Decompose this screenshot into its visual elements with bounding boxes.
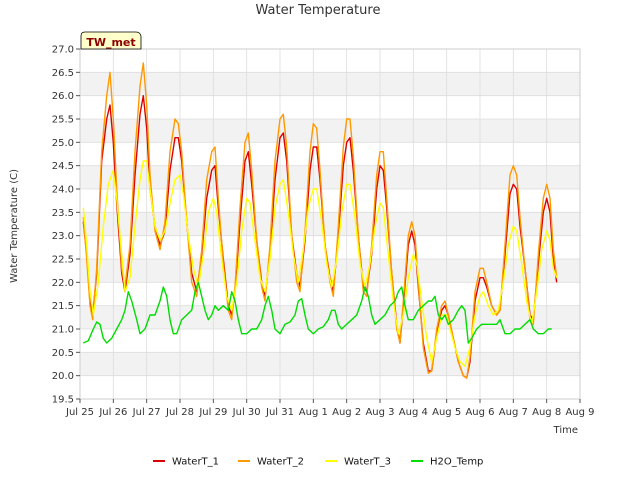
site-badge: TW_met (80, 31, 142, 50)
y-tick-label: 22.0 (52, 278, 74, 289)
grid-band (80, 259, 580, 283)
x-axis-ticks: Jul 25 Jul 26 Jul 27 Jul 28 Jul 29 Jul 30 Jul … (65, 399, 595, 418)
x-tick-label: Jul 29 (198, 407, 227, 418)
y-tick-label: 24.0 (52, 185, 74, 196)
x-tick-label: Jul 26 (98, 407, 127, 418)
series-line-watert-2 (82, 62, 558, 379)
x-tick-label: Aug 1 (299, 407, 328, 418)
y-tick-label: 27.0 (52, 45, 74, 56)
grid-band (80, 305, 580, 329)
legend-label: WaterT_3 (344, 457, 391, 468)
x-tick-label: Aug 3 (365, 407, 394, 418)
x-tick-label: Aug 6 (465, 407, 494, 418)
grid-band (80, 119, 580, 143)
plot-frame (79, 48, 581, 400)
x-axis-label: Time (553, 425, 578, 436)
x-tick-label: Jul 25 (65, 407, 94, 418)
y-tick-label: 24.5 (52, 161, 74, 172)
legend-label: H2O_Temp (430, 457, 483, 468)
badge-label: TW_met (86, 36, 135, 49)
x-tick-label: Jul 30 (232, 407, 261, 418)
legend: WaterT_1 WaterT_2 WaterT_3 H2O_Temp (153, 457, 483, 468)
y-tick-label: 20.5 (52, 348, 74, 359)
x-tick-label: Aug 9 (565, 407, 594, 418)
x-tick-label: Jul 28 (165, 407, 194, 418)
chart-title: Water Temperature (256, 3, 381, 18)
y-tick-label: 26.5 (52, 68, 74, 79)
y-tick-label: 23.0 (52, 231, 74, 242)
grid-band (80, 165, 580, 189)
y-tick-label: 22.5 (52, 255, 74, 266)
y-tick-label: 19.5 (52, 395, 74, 406)
x-tick-label: Aug 8 (532, 407, 561, 418)
series-line-h2o-temp (83, 281, 552, 344)
y-tick-label: 25.5 (52, 115, 74, 126)
y-axis-ticks: 19.5 20.0 20.5 21.0 21.5 22.0 22.5 23.0 23.5 24.0… (52, 45, 80, 406)
y-tick-label: 25.0 (52, 138, 74, 149)
y-tick-label: 20.0 (52, 371, 74, 382)
x-tick-label: Aug 2 (332, 407, 361, 418)
x-tick-label: Aug 5 (432, 407, 461, 418)
y-tick-label: 21.5 (52, 301, 74, 312)
grid-band (80, 72, 580, 96)
x-tick-label: Jul 31 (265, 407, 294, 418)
y-axis-label: Water Temperature (C) (9, 169, 20, 283)
series-lines (82, 62, 558, 379)
x-tick-label: Aug 7 (499, 407, 528, 418)
series-line-watert-3 (82, 160, 558, 367)
badge-box (80, 31, 142, 50)
y-tick-label: 23.5 (52, 208, 74, 219)
legend-label: WaterT_1 (172, 457, 219, 468)
x-tick-label: Aug 4 (399, 407, 428, 418)
x-tick-label: Jul 27 (132, 407, 161, 418)
y-tick-label: 21.0 (52, 325, 74, 336)
legend-label: WaterT_2 (257, 457, 304, 468)
grid-band (80, 352, 580, 376)
y-tick-label: 26.0 (52, 91, 74, 102)
